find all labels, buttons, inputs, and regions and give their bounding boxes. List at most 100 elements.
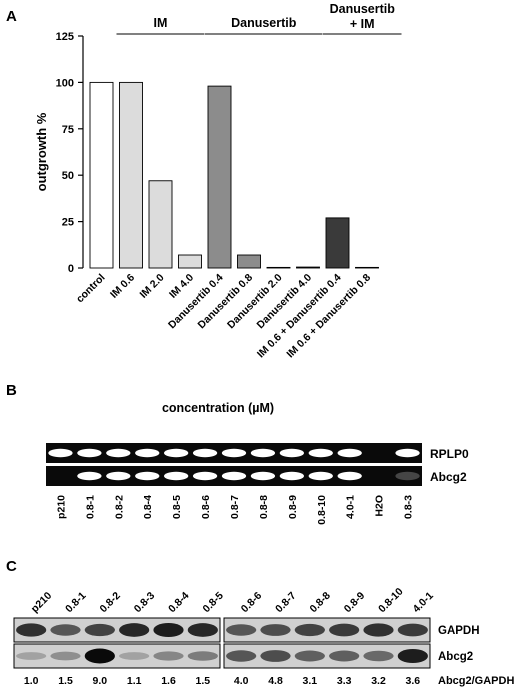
blot-band — [187, 651, 218, 661]
blot-lane-label: 0.8-8 — [307, 590, 333, 616]
panel-letter-c: C — [6, 558, 17, 575]
ratio-value: 9.0 — [93, 675, 108, 687]
rt-pcr-gel-figure: concentration (µM) RPLP0 Abcg2 p210 0.8-1 0.8… — [46, 401, 469, 525]
y-tick-label: 0 — [68, 263, 74, 275]
group-label: Danusertib — [231, 16, 297, 30]
blot-band — [84, 648, 115, 664]
ratio-value: 4.8 — [268, 675, 283, 687]
group-label: IM — [154, 16, 168, 30]
gel-lane-label: 0.8-2 — [113, 495, 125, 519]
ratio-value: 1.0 — [24, 675, 39, 687]
bar — [325, 217, 350, 269]
gel-lane-label: 0.8-6 — [200, 495, 212, 519]
gel-row-label: Abcg2 — [430, 470, 467, 484]
blot-lane-label: 0.8-3 — [132, 590, 158, 616]
ratio-value: 4.0 — [234, 675, 249, 687]
blot-band — [50, 624, 81, 636]
bar — [355, 266, 379, 269]
ratio-value: 3.2 — [371, 675, 386, 687]
bar — [207, 85, 232, 269]
ratio-label: Abcg2/GAPDH — [438, 675, 514, 687]
blot-lane-label: 0.8-4 — [166, 590, 192, 616]
blot-lane-label: 0.8-1 — [63, 590, 89, 616]
blot-row-label: Abcg2 — [438, 651, 473, 663]
gel-row-label: RPLP0 — [430, 447, 469, 461]
gel-band — [337, 471, 362, 481]
bar — [266, 266, 291, 269]
blot-strip — [223, 643, 431, 669]
blot-lane-label: 0.8-2 — [97, 590, 123, 616]
x-category-label: IM 2.0 — [137, 272, 166, 301]
gel-band — [395, 471, 420, 481]
gel-lane-label: 0.8-9 — [287, 495, 299, 519]
gel-lane-label: 0.8-5 — [171, 495, 183, 519]
gel-band — [135, 448, 160, 458]
gel-band — [337, 448, 362, 458]
gel-lane-label: 0.8-10 — [316, 495, 328, 525]
bar — [237, 254, 261, 269]
ratio-value: 3.1 — [303, 675, 318, 687]
western-blot-figure: p210 0.8-1 0.8-2 0.8-3 0.8-4 0.8-5 0.8-6 0.8-7 0… — [13, 585, 514, 687]
blot-band — [363, 650, 394, 662]
blot-band — [153, 651, 184, 661]
gel-lane-label: 0.8-8 — [258, 495, 270, 519]
gel-band — [77, 471, 102, 481]
gel-lane-label: 4.0-1 — [345, 495, 357, 519]
blot-band — [260, 624, 291, 636]
gel-title: concentration (µM) — [162, 401, 274, 415]
gel-lane-label: p210 — [55, 495, 67, 519]
y-tick-label: 50 — [62, 170, 74, 182]
gel-band — [250, 448, 276, 458]
y-tick-label: 75 — [62, 124, 74, 136]
ratio-value: 1.1 — [127, 675, 142, 687]
blot-band — [119, 652, 150, 660]
bar — [296, 266, 320, 269]
blot-lane-label: 0.8-6 — [239, 590, 265, 616]
y-tick-label: 125 — [56, 31, 74, 43]
blot-lane-label: 0.8-10 — [376, 585, 406, 615]
blot-band — [226, 624, 257, 636]
gel-band — [279, 471, 304, 481]
ratio-value: 3.6 — [406, 675, 421, 687]
gel-band — [135, 471, 160, 481]
gel-band — [308, 471, 333, 481]
blot-strip — [223, 617, 431, 643]
gel-band — [164, 471, 189, 481]
blot-strip — [13, 643, 221, 669]
outgrowth-bar-chart: 0 25 50 75 100 125 outgrowth % control IM 0.6 IM … — [34, 2, 402, 360]
gel-band — [77, 448, 102, 458]
blot-lane-label: 4.0-1 — [410, 590, 436, 616]
gel-lane-label: 0.8-7 — [229, 495, 241, 519]
y-axis-label: outgrowth % — [34, 112, 49, 191]
blot-band — [84, 623, 115, 637]
group-label: Danusertib — [330, 2, 396, 16]
gel-band — [395, 448, 420, 458]
gel-lane-label: H2O — [374, 495, 386, 517]
gel-band — [106, 471, 131, 481]
blot-band — [16, 652, 47, 660]
bar — [89, 81, 114, 269]
bar — [148, 180, 173, 269]
group-label: + IM — [350, 17, 375, 31]
blot-band — [50, 651, 81, 661]
blot-band — [397, 648, 428, 664]
gel-lane-label: 0.8-1 — [84, 495, 96, 519]
y-tick-label: 100 — [56, 77, 74, 89]
blot-band — [226, 650, 257, 662]
blot-band — [294, 650, 325, 662]
blot-lane-label: 0.8-9 — [342, 590, 368, 616]
blot-lane-label: 0.8-7 — [273, 590, 299, 616]
blot-band — [187, 623, 218, 637]
blot-strip — [13, 617, 221, 643]
gel-band — [106, 448, 131, 458]
gel-lane-label: 0.8-3 — [403, 495, 415, 519]
blot-band — [153, 622, 184, 638]
gel-band — [308, 448, 333, 458]
ratio-value: 3.3 — [337, 675, 352, 687]
blot-lane-label: 0.8-5 — [200, 590, 226, 616]
blot-row-label: GAPDH — [438, 625, 480, 637]
x-category-label: IM 0.6 — [108, 272, 137, 301]
blot-band — [397, 623, 428, 637]
blot-band — [329, 650, 360, 662]
panel-letter-a: A — [6, 8, 17, 25]
